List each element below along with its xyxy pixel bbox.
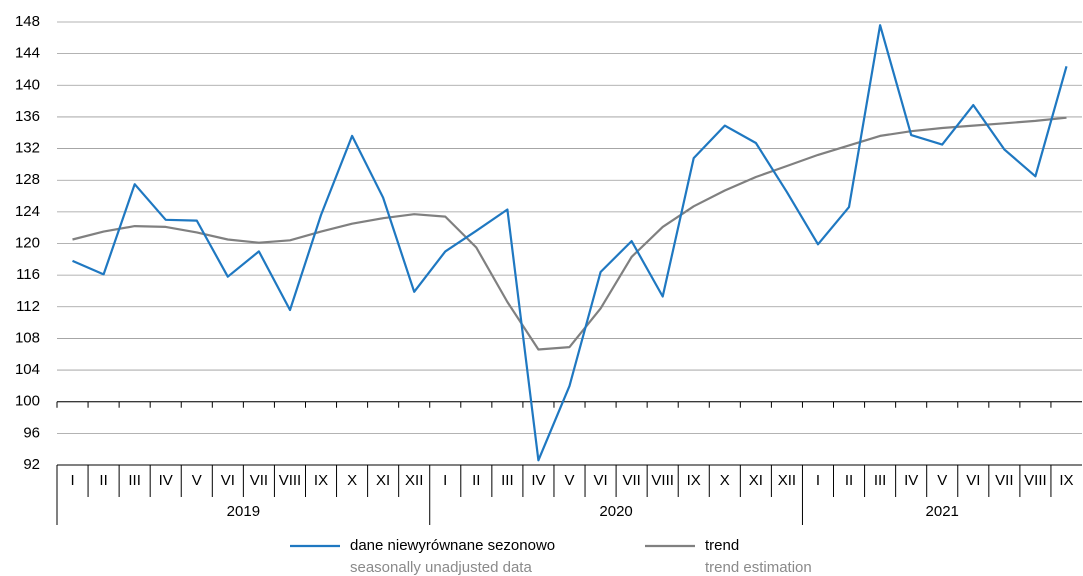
y-tick-label: 104	[15, 361, 40, 378]
x-tick-label: VI	[221, 472, 235, 489]
x-tick-label: III	[128, 472, 141, 489]
y-tick-label: 92	[23, 456, 40, 473]
x-tick-label: IV	[159, 472, 173, 489]
x-tick-label: IV	[531, 472, 545, 489]
y-tick-label: 144	[15, 45, 40, 62]
x-tick-label: XII	[778, 472, 796, 489]
y-tick-label: 148	[15, 13, 40, 30]
x-tick-label: I	[816, 472, 820, 489]
y-tick-label: 116	[16, 266, 40, 283]
x-tick-label: III	[501, 472, 514, 489]
y-tick-label: 128	[15, 171, 40, 188]
x-tick-label: XI	[376, 472, 390, 489]
x-tick-label: XI	[749, 472, 763, 489]
y-tick-label: 124	[15, 203, 40, 220]
x-tick-label: I	[70, 472, 74, 489]
x-tick-label: VIII	[279, 472, 302, 489]
group-label: 2021	[926, 503, 959, 520]
series-line	[72, 24, 1068, 462]
x-tick-label: V	[937, 472, 947, 489]
y-tick-label: 120	[15, 234, 40, 251]
x-tick-label: VI	[966, 472, 980, 489]
y-tick-label: 132	[15, 140, 40, 157]
x-tick-label: VII	[250, 472, 268, 489]
x-tick-label: IX	[314, 472, 328, 489]
group-label: 2020	[599, 503, 632, 520]
x-tick-label: I	[443, 472, 447, 489]
x-tick-label: VII	[622, 472, 640, 489]
x-tick-label: IV	[904, 472, 918, 489]
x-tick-label: IX	[1059, 472, 1073, 489]
y-tick-label: 100	[15, 393, 40, 410]
group-label: 2019	[227, 503, 260, 520]
y-tick-label: 108	[15, 329, 40, 346]
y-tick-label: 112	[16, 298, 40, 315]
y-tick-label: 136	[15, 108, 40, 125]
x-tick-label: II	[99, 472, 107, 489]
legend-sublabel: trend estimation	[705, 559, 812, 576]
x-tick-label: V	[192, 472, 202, 489]
legend-label: trend	[705, 537, 739, 554]
legend-label: dane niewyrównane sezonowo	[350, 537, 555, 554]
legend-sublabel: seasonally unadjusted data	[350, 559, 532, 576]
x-tick-label: IX	[687, 472, 701, 489]
x-tick-label: VII	[995, 472, 1013, 489]
x-tick-label: X	[720, 472, 730, 489]
y-tick-label: 140	[15, 76, 40, 93]
x-tick-label: II	[845, 472, 853, 489]
x-tick-label: VI	[593, 472, 607, 489]
x-tick-label: VIII	[651, 472, 674, 489]
y-tick-label: 96	[23, 424, 40, 441]
x-tick-label: XII	[405, 472, 423, 489]
x-tick-label: VIII	[1024, 472, 1047, 489]
x-tick-label: II	[472, 472, 480, 489]
series-line	[72, 116, 1067, 351]
x-tick-label: X	[347, 472, 357, 489]
x-tick-label: V	[564, 472, 574, 489]
x-tick-label: III	[874, 472, 887, 489]
